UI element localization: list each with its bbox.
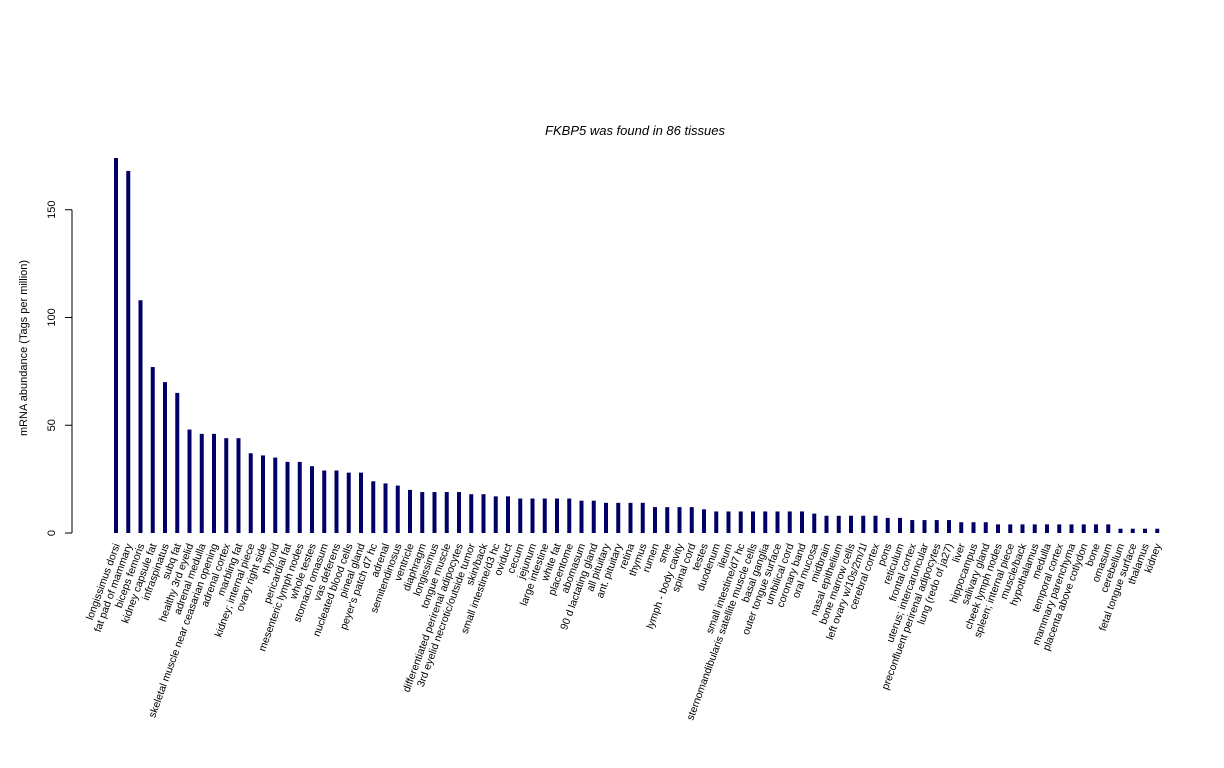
bar (346, 472, 351, 533)
bar (910, 520, 915, 533)
bar (297, 461, 302, 533)
bar (922, 520, 927, 533)
y-tick-label: 100 (46, 308, 58, 326)
bar (395, 485, 400, 533)
bar (126, 170, 131, 533)
bar (285, 461, 290, 533)
bar (824, 515, 829, 533)
bar (775, 511, 780, 533)
bar (1143, 528, 1147, 533)
bar (1130, 528, 1135, 533)
bar (996, 524, 1000, 533)
bar (677, 507, 682, 533)
bar (1081, 524, 1086, 533)
y-axis-label: mRNA abundance (Tags per million) (18, 260, 30, 436)
bar (604, 502, 608, 533)
bar (959, 522, 964, 533)
bar (530, 498, 535, 533)
bar (457, 492, 461, 533)
bar (555, 498, 559, 533)
bar (812, 513, 817, 533)
bar (616, 502, 621, 533)
bar (444, 492, 449, 533)
bar (273, 457, 278, 533)
bar (726, 511, 731, 533)
bar (1045, 524, 1049, 533)
bar (114, 158, 118, 533)
bar (481, 494, 486, 533)
bar (236, 438, 241, 533)
bar (359, 472, 363, 533)
bar (983, 522, 988, 533)
bar (1032, 524, 1037, 533)
bar (971, 522, 976, 533)
bar (1094, 524, 1098, 533)
bar (518, 498, 523, 533)
bar (1118, 528, 1123, 533)
bar (934, 520, 939, 533)
bar (947, 520, 951, 533)
bar (138, 300, 143, 533)
bar (861, 515, 866, 533)
bar (885, 517, 890, 533)
bar (714, 511, 719, 533)
bar (702, 509, 706, 533)
bar (175, 392, 180, 533)
bar (689, 507, 694, 533)
bar (579, 500, 584, 533)
bar (1106, 524, 1111, 533)
bar (751, 511, 755, 533)
y-tick-label: 50 (46, 419, 58, 431)
bar (383, 483, 388, 533)
bar (371, 481, 376, 533)
bar (334, 470, 339, 533)
bar (1020, 524, 1025, 533)
bar (322, 470, 327, 533)
bar (591, 500, 596, 533)
bars (114, 158, 1160, 533)
bar (763, 511, 768, 533)
bar (898, 517, 902, 533)
bar (420, 492, 425, 533)
bar (665, 507, 670, 533)
bar (1155, 528, 1160, 533)
bar (187, 429, 192, 533)
bar (1057, 524, 1062, 533)
bar (542, 498, 547, 533)
bar (849, 515, 853, 533)
bar (248, 453, 253, 533)
bar (653, 507, 657, 533)
bar (432, 492, 437, 533)
bar (261, 455, 265, 533)
bar (224, 438, 229, 533)
bar (199, 433, 204, 533)
bar (469, 494, 474, 533)
bar (1008, 524, 1013, 533)
bar (310, 466, 314, 533)
bar (163, 382, 167, 533)
bar (800, 511, 804, 533)
chart-title: FKBP5 was found in 86 tissues (545, 123, 725, 138)
bar (1069, 524, 1074, 533)
bar (506, 496, 510, 533)
bar (640, 502, 645, 533)
bar (567, 498, 572, 533)
bar (836, 515, 841, 533)
bar (212, 433, 216, 533)
bar (787, 511, 792, 533)
bar (628, 502, 633, 533)
y-axis-ticks: 0 50 100 150 (46, 201, 72, 536)
bar (873, 515, 878, 533)
bar (408, 489, 412, 533)
y-tick-label: 0 (46, 530, 58, 536)
bar (493, 496, 498, 533)
bar (150, 367, 155, 533)
bar (738, 511, 743, 533)
y-tick-label: 150 (46, 201, 58, 219)
